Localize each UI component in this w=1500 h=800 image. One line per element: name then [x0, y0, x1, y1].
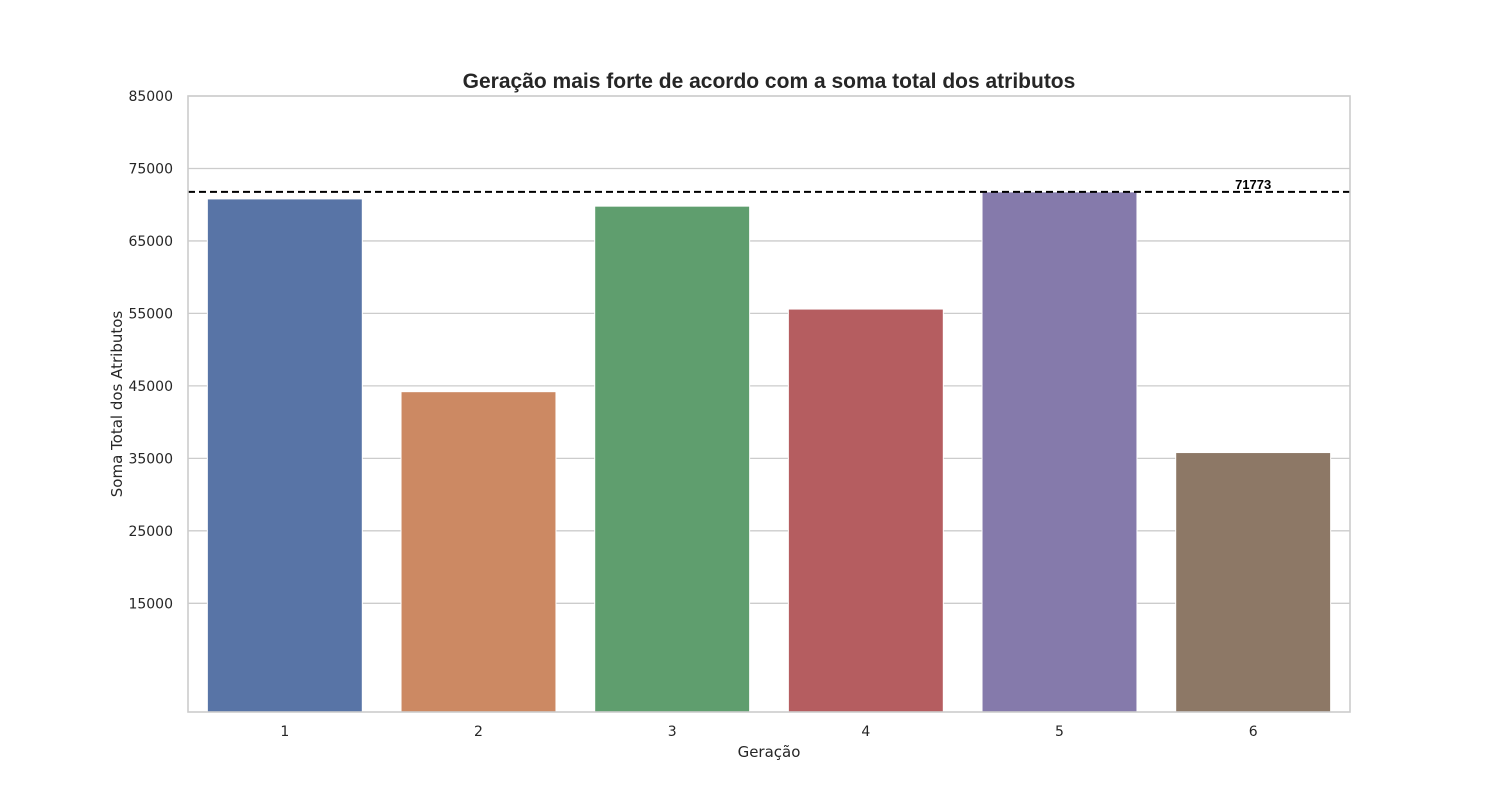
x-tick-label: 1 [280, 724, 289, 740]
x-tick-label: 6 [1249, 724, 1258, 740]
x-axis-ticks: 1 2 3 4 5 6 [280, 724, 1257, 740]
bar-generation-5 [981, 191, 1138, 713]
y-tick-label: 75000 [128, 161, 173, 177]
plot-frame [187, 95, 1351, 713]
bars [206, 191, 1332, 713]
y-tick-label: 85000 [128, 89, 173, 105]
y-tick-label: 35000 [128, 451, 173, 467]
x-tick-label: 3 [668, 724, 677, 740]
x-tick-label: 5 [1055, 724, 1064, 740]
y-axis-ticks: 15000 25000 35000 45000 55000 65000 75000 85000 [128, 89, 173, 612]
y-tick-label: 25000 [128, 524, 173, 540]
bar-generation-4 [787, 308, 944, 713]
y-tick-label: 15000 [128, 596, 173, 612]
x-tick-label: 2 [474, 724, 483, 740]
bar-generation-1 [206, 198, 363, 713]
y-tick-label: 45000 [128, 379, 173, 395]
reference-line-label: 71773 [1235, 177, 1271, 192]
y-axis-label: Soma Total dos Atributos [108, 311, 126, 498]
gridlines [188, 95, 1350, 604]
bar-generation-2 [400, 391, 557, 713]
y-tick-label: 65000 [128, 234, 173, 250]
bar-generation-6 [1175, 452, 1332, 713]
reference-line-group: 71773 [188, 177, 1350, 193]
x-axis-label: Geração [738, 743, 801, 761]
bar-generation-3 [594, 205, 751, 713]
y-tick-label: 55000 [128, 306, 173, 322]
chart-title: Geração mais forte de acordo com a soma … [463, 70, 1076, 93]
x-tick-label: 4 [861, 724, 870, 740]
